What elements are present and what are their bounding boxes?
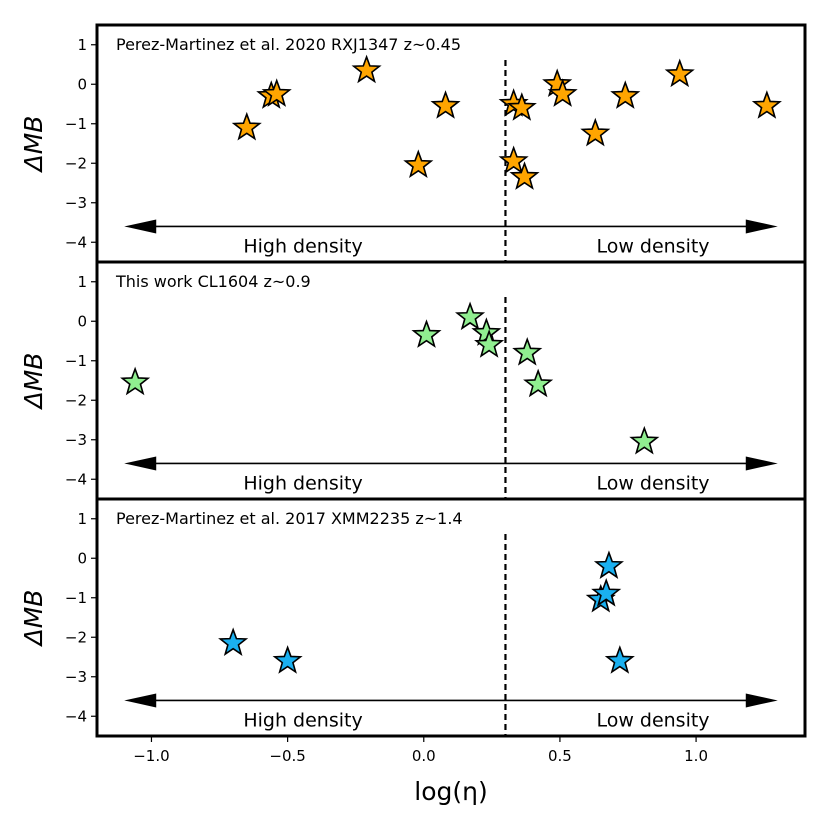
x-tick-label: 0.0	[412, 747, 436, 765]
panel-title: This work CL1604 z~0.9	[115, 272, 311, 291]
data-point-star	[474, 329, 505, 358]
panel-3: 1 0 −1 −2 −3 −4 ΔMB Perez-Martinez et al. 2017 …	[19, 497, 807, 738]
density-arrow-head-right	[745, 219, 778, 234]
x-tick-label: 0.5	[548, 747, 572, 765]
low-density-label: Low density	[596, 709, 709, 731]
data-point-star	[272, 645, 303, 674]
data-point-star	[547, 78, 578, 107]
data-point-star	[218, 627, 249, 656]
data-point-star	[430, 90, 461, 119]
low-density-label: Low density	[596, 472, 709, 494]
y-tick-label: −2	[65, 154, 87, 172]
data-point-star	[455, 301, 486, 331]
data-point-star	[629, 425, 660, 455]
panel-1: 1 0 −1 −2 −3 −4 ΔMB Perez-Martinez et al. 2020 …	[19, 23, 807, 264]
panels: 1 0 −1 −2 −3 −4 ΔMB Perez-Martinez et al. 2020 …	[19, 23, 807, 738]
y-tick-label: 1	[77, 273, 87, 291]
y-tick-label: −4	[65, 233, 87, 251]
data-point-star	[512, 337, 543, 366]
y-tick-label: −4	[65, 707, 87, 725]
y-tick-label: −3	[65, 431, 87, 449]
high-density-label: High density	[243, 709, 362, 731]
data-point-star	[604, 645, 635, 674]
density-arrow-head-left	[124, 456, 157, 471]
x-tick-label: −0.5	[269, 747, 305, 765]
x-axis-title: log(η)	[414, 777, 487, 806]
data-point-star	[120, 366, 151, 396]
high-density-label: High density	[243, 235, 362, 257]
panel-frame	[95, 497, 807, 738]
density-arrow-head-right	[745, 693, 778, 708]
y-tick-label: −1	[65, 589, 87, 607]
data-point-star	[506, 92, 537, 121]
data-point-star	[509, 161, 540, 190]
panel-2: 1 0 −1 −2 −3 −4 ΔMB This work CL1604 z~0.9 High …	[19, 260, 807, 501]
data-point-star	[231, 111, 262, 141]
y-tick-label: 0	[77, 312, 87, 330]
data-point-star	[664, 58, 695, 88]
panel-title: Perez-Martinez et al. 2017 XMM2235 z~1.4	[116, 509, 463, 528]
x-tick-label: −1.0	[133, 747, 169, 765]
y-axis-title: ΔMB	[19, 590, 48, 648]
density-arrow-head-left	[124, 219, 157, 234]
y-tick-label: 1	[77, 510, 87, 528]
y-tick-label: −2	[65, 628, 87, 646]
y-tick-label: −3	[65, 194, 87, 212]
data-point-star	[523, 368, 554, 398]
high-density-label: High density	[243, 472, 362, 494]
y-tick-label: −4	[65, 470, 87, 488]
density-arrow-head-left	[124, 693, 157, 708]
data-point-star	[751, 90, 782, 119]
y-tick-label: −2	[65, 391, 87, 409]
data-point-star	[580, 117, 611, 147]
y-axis-title: ΔMB	[19, 116, 48, 174]
y-tick-label: 0	[77, 75, 87, 93]
data-point-star	[411, 319, 442, 348]
y-axis-title: ΔMB	[19, 353, 48, 411]
data-point-star	[261, 78, 292, 107]
y-tick-label: −1	[65, 352, 87, 370]
data-point-star	[498, 145, 529, 175]
y-tick-label: −3	[65, 668, 87, 686]
data-point-star	[610, 80, 641, 109]
data-point-star	[403, 149, 434, 179]
data-point-star	[593, 550, 624, 579]
x-tick-label: 1.0	[684, 747, 708, 765]
density-arrow-head-right	[745, 456, 778, 471]
data-point-star	[591, 577, 622, 607]
panel-title: Perez-Martinez et al. 2020 RXJ1347 z~0.4…	[116, 35, 461, 54]
y-tick-label: 0	[77, 549, 87, 567]
y-tick-label: 1	[77, 36, 87, 54]
x-axis: −1.0 −0.5 0.0 0.5 1.0	[133, 736, 708, 765]
low-density-label: Low density	[596, 235, 709, 257]
y-tick-label: −1	[65, 115, 87, 133]
data-point-star	[351, 54, 382, 84]
